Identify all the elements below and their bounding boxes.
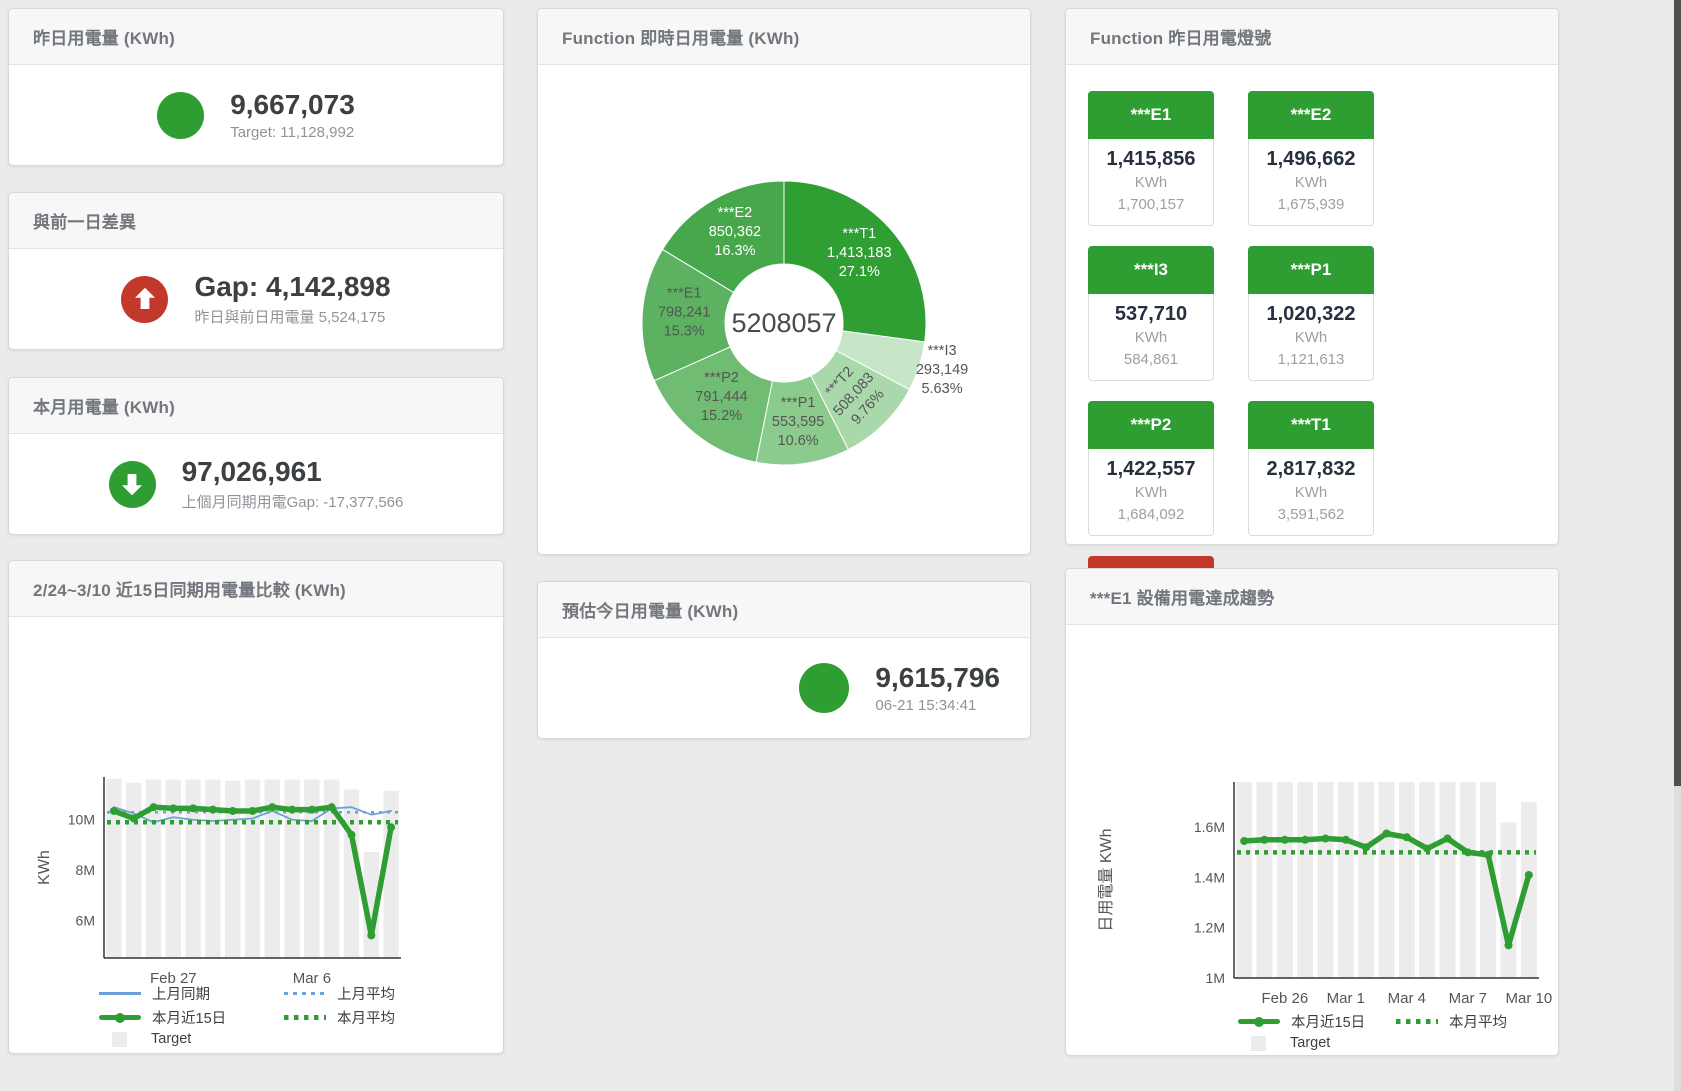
svg-text:Mar 1: Mar 1: [1327, 990, 1365, 1007]
green-line-icon: [1238, 1019, 1280, 1024]
svg-text:1.6M: 1.6M: [1194, 819, 1225, 835]
green-dotted-line-icon: [284, 1015, 326, 1020]
today-estimate-value: 9,615,796: [875, 661, 1000, 693]
target-bar-swatch-icon: [1251, 1035, 1266, 1051]
legend-item-last-month-avg[interactable]: 上月平均: [284, 983, 395, 1004]
light-tile-t1: ***T1 2,817,832 KWh 3,591,562: [1248, 401, 1374, 536]
card-gap-prev-day: 與前一日差異 Gap: 4,142,898 昨日與前日用電量 5,524,175: [8, 192, 504, 350]
card-yesterday-usage: 昨日用電量 (KWh) 9,667,073 Target: 11,128,992: [8, 8, 504, 166]
svg-text:Mar 10: Mar 10: [1505, 990, 1552, 1007]
svg-text:1.2M: 1.2M: [1194, 920, 1225, 936]
card-yesterday-lights: Function 昨日用電燈號 ***E1 1,415,856 KWh 1,70…: [1065, 8, 1559, 691]
svg-text:Mar 6: Mar 6: [293, 970, 331, 987]
compare-chart: 10M 8M 6M Feb 27 Mar 6 KWh: [36, 777, 401, 987]
panel-title: 2/24~3/10 近15日同期用電量比較 (KWh): [9, 561, 503, 617]
panel-title: 預估今日用電量 (KWh): [538, 582, 1030, 638]
month-usage-gap: 上個月同期用電Gap: -17,377,566: [181, 494, 404, 512]
gap-sub: 昨日與前日用電量 5,524,175: [194, 309, 386, 327]
legend-item-target[interactable]: Target: [99, 1031, 284, 1047]
svg-text:10M: 10M: [68, 812, 95, 828]
panel-title: ***E1 設備用電達成趨勢: [1066, 569, 1558, 625]
light-tile-i3: ***I3 537,710 KWh 584,861: [1088, 246, 1214, 381]
panel-title: Function 即時日用電量 (KWh): [538, 9, 1030, 65]
scrollbar-thumb[interactable]: [1674, 0, 1681, 786]
trend-chart: 1.6M 1.4M 1.2M 1M Feb 26 Mar 1 Mar 4 Mar 7 Mar 1…: [1098, 782, 1552, 1007]
green-line-icon: [99, 1015, 141, 1020]
blue-dotted-line-icon: [284, 992, 326, 995]
card-15day-compare-chart: 2/24~3/10 近15日同期用電量比較 (KWh) 10M 8M 6M Feb 2…: [8, 560, 504, 1054]
gap-value: Gap: 4,142,898: [194, 270, 391, 302]
panel-title: 與前一日差異: [9, 193, 503, 249]
light-tile-e2: ***E2 1,496,662 KWh 1,675,939: [1248, 91, 1374, 226]
svg-text:8M: 8M: [76, 862, 95, 878]
lights-tile-grid: ***E1 1,415,856 KWh 1,700,157 ***E2 1,49…: [1066, 65, 1558, 691]
svg-text:6M: 6M: [76, 912, 95, 928]
today-estimate-timestamp: 06-21 15:34:41: [875, 697, 977, 715]
legend-item-this-month-15d[interactable]: 本月近15日: [1238, 1011, 1396, 1032]
legend-item-this-month-avg[interactable]: 本月平均: [284, 1007, 395, 1028]
svg-text:Mar 4: Mar 4: [1388, 990, 1426, 1007]
svg-text:1M: 1M: [1206, 970, 1225, 986]
legend-item-this-month-15d[interactable]: 本月近15日: [99, 1007, 284, 1028]
panel-title: 昨日用電量 (KWh): [9, 9, 503, 65]
arrow-up-icon: [121, 275, 169, 323]
svg-text:Feb 26: Feb 26: [1261, 990, 1308, 1007]
arrow-down-icon: [108, 460, 156, 508]
card-today-estimate: 預估今日用電量 (KWh) 9,615,796 06-21 15:34:41: [537, 581, 1031, 739]
svg-text:KWh: KWh: [36, 850, 53, 885]
panel-title: Function 昨日用電燈號: [1066, 9, 1558, 65]
compare-chart-legend: 上月同期 上月平均 本月近15日 本月平均 Target: [99, 983, 395, 1047]
svg-text:日用電量 KWh: 日用電量 KWh: [1098, 828, 1115, 931]
svg-text:1.4M: 1.4M: [1194, 869, 1225, 885]
panel-title: 本月用電量 (KWh): [9, 378, 503, 434]
trend-chart-legend: 本月近15日 本月平均 Target: [1238, 1011, 1507, 1051]
donut-chart: ***T1 1,413,183 27.1%***I3 293,149 5.63%***T…: [641, 180, 968, 466]
status-circle-icon: [157, 91, 205, 139]
target-bar-swatch-icon: [112, 1031, 127, 1047]
status-circle-icon: [799, 663, 850, 713]
yesterday-usage-value: 9,667,073: [230, 88, 355, 120]
legend-item-last-month-same[interactable]: 上月同期: [99, 983, 284, 1004]
card-e1-trend-chart: ***E1 設備用電達成趨勢 1.6M 1.4M 1.2M 1M Feb 26 Mar 1…: [1065, 568, 1559, 1056]
card-realtime-donut: Function 即時日用電量 (KWh) ***T1 1,413,183 27.1…: [537, 8, 1031, 555]
card-month-usage: 本月用電量 (KWh) 97,026,961 上個月同期用電Gap: -17,3…: [8, 377, 504, 535]
yesterday-usage-target: Target: 11,128,992: [230, 124, 355, 142]
svg-text:5208057: 5208057: [731, 308, 836, 338]
green-dotted-line-icon: [1396, 1019, 1438, 1024]
scrollbar-track[interactable]: [1674, 0, 1681, 1091]
legend-item-this-month-avg[interactable]: 本月平均: [1396, 1011, 1507, 1032]
svg-text:Feb 27: Feb 27: [150, 970, 197, 987]
light-tile-e1: ***E1 1,415,856 KWh 1,700,157: [1088, 91, 1214, 226]
blue-line-icon: [99, 992, 141, 995]
light-tile-p2: ***P2 1,422,557 KWh 1,684,092: [1088, 401, 1214, 536]
month-usage-value: 97,026,961: [181, 455, 322, 487]
light-tile-p1: ***P1 1,020,322 KWh 1,121,613: [1248, 246, 1374, 381]
legend-item-target[interactable]: Target: [1238, 1035, 1396, 1051]
svg-text:Mar 7: Mar 7: [1449, 990, 1487, 1007]
